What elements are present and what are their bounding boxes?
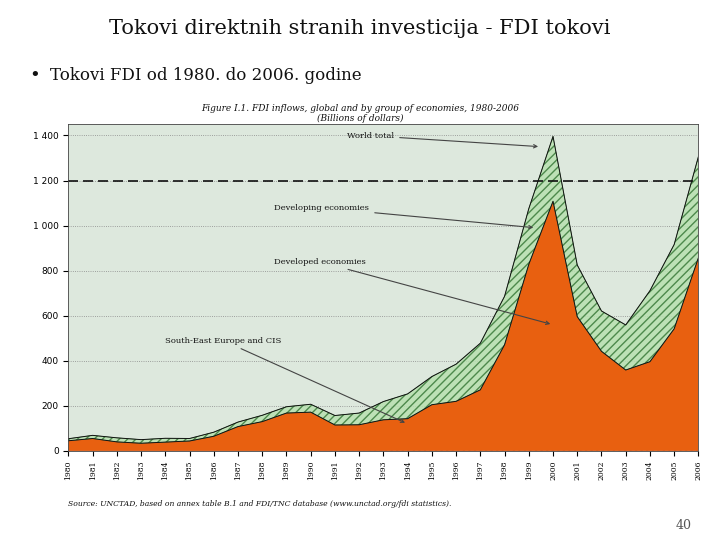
Text: Figure I.1. FDI inflows, global and by group of economies, 1980-2006: Figure I.1. FDI inflows, global and by g…	[201, 104, 519, 113]
Text: 40: 40	[675, 519, 691, 532]
Text: •: •	[29, 68, 40, 85]
Text: Developing economies: Developing economies	[274, 204, 532, 229]
Text: Tokovi FDI od 1980. do 2006. godine: Tokovi FDI od 1980. do 2006. godine	[50, 68, 362, 84]
Text: Tokovi direktnih stranih investicija - FDI tokovi: Tokovi direktnih stranih investicija - F…	[109, 19, 611, 38]
Text: Developed economies: Developed economies	[274, 258, 549, 325]
Text: South-East Europe and CIS: South-East Europe and CIS	[166, 337, 404, 422]
Text: World total: World total	[347, 132, 537, 148]
Text: Source: UNCTAD, based on annex table B.1 and FDI/TNC database (www.unctad.org/fd: Source: UNCTAD, based on annex table B.1…	[68, 500, 451, 508]
Text: (Billions of dollars): (Billions of dollars)	[317, 114, 403, 123]
